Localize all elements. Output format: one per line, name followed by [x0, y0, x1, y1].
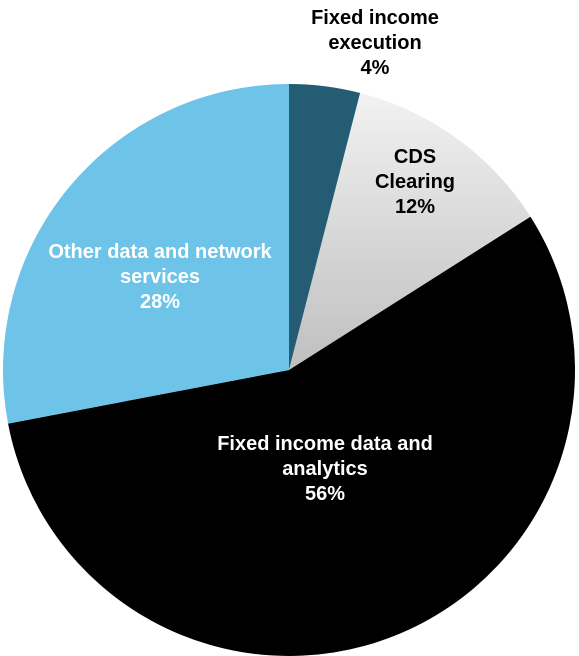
- value-label: 56%: [304, 483, 346, 505]
- category-label: Fixed income execution: [311, 7, 439, 54]
- value-label: 12%: [394, 196, 436, 218]
- category-label: Fixed income data and analytics: [217, 433, 433, 480]
- slice-label: CDS Clearing 12%: [365, 145, 465, 220]
- pie-slice: [2, 84, 289, 424]
- pie-slice: [289, 84, 361, 370]
- slice-label: Other data and network services 28%: [40, 240, 280, 315]
- pie-slice: [289, 92, 531, 370]
- category-label: Other data and network services: [48, 241, 272, 288]
- slice-label: Fixed income data and analytics 56%: [175, 432, 475, 507]
- slice-label: Fixed income execution 4%: [280, 6, 470, 81]
- pie-slice: [8, 216, 575, 656]
- value-label: 28%: [139, 291, 181, 313]
- category-label: CDS Clearing: [374, 146, 456, 193]
- value-label: 4%: [360, 57, 390, 79]
